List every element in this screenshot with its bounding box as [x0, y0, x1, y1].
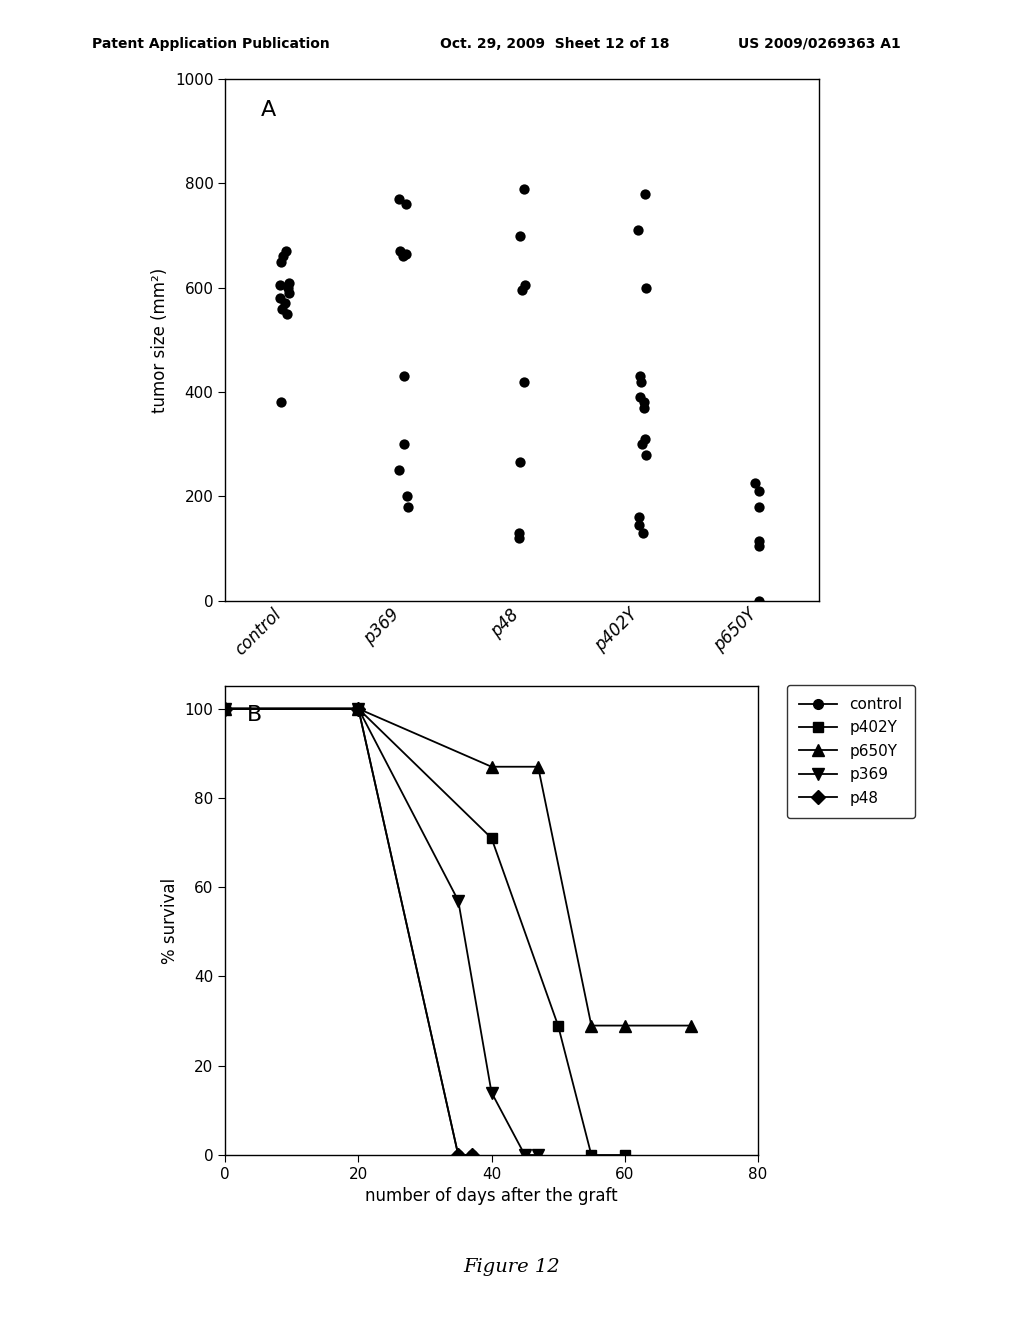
Point — [751, 590, 767, 611]
Point — [636, 392, 652, 413]
Text: Patent Application Publication: Patent Application Publication — [92, 37, 330, 51]
Line: control: control — [220, 704, 476, 1160]
Point — [397, 194, 414, 215]
p369 — [519, 1147, 531, 1163]
Point — [510, 523, 526, 544]
Point — [751, 536, 767, 557]
p369 — [219, 701, 231, 717]
p369 — [453, 892, 465, 908]
Point — [274, 298, 291, 319]
Y-axis label: % survival: % survival — [161, 878, 179, 964]
Point — [395, 246, 412, 267]
p650Y — [532, 759, 545, 775]
Point — [392, 240, 409, 261]
control — [453, 1147, 465, 1163]
Point — [398, 486, 415, 507]
Text: B: B — [247, 705, 262, 725]
Point — [271, 288, 288, 309]
Point — [512, 451, 528, 473]
Point — [748, 473, 764, 494]
Point — [272, 275, 289, 296]
p369 — [532, 1147, 545, 1163]
control — [465, 1147, 477, 1163]
Point — [273, 392, 290, 413]
Point — [279, 304, 295, 325]
p48 — [465, 1147, 477, 1163]
Point — [632, 366, 648, 387]
Point — [630, 220, 646, 242]
Point — [274, 246, 291, 267]
Point — [637, 429, 653, 450]
Point — [635, 397, 651, 418]
Point — [514, 280, 530, 301]
control — [219, 701, 231, 717]
p402Y — [219, 701, 231, 717]
Point — [281, 272, 297, 293]
Point — [638, 277, 654, 298]
p402Y — [586, 1147, 598, 1163]
Point — [399, 496, 416, 517]
Point — [276, 293, 293, 314]
Point — [273, 251, 290, 272]
Y-axis label: tumor size (mm²): tumor size (mm²) — [152, 267, 169, 413]
Point — [390, 459, 407, 480]
p650Y — [685, 1018, 697, 1034]
Text: US 2009/0269363 A1: US 2009/0269363 A1 — [738, 37, 901, 51]
p48 — [219, 701, 231, 717]
p48 — [352, 701, 365, 717]
p402Y — [552, 1018, 564, 1034]
Text: Figure 12: Figure 12 — [464, 1258, 560, 1276]
p650Y — [618, 1018, 631, 1034]
Point — [281, 282, 297, 304]
Point — [631, 515, 647, 536]
p650Y — [352, 701, 365, 717]
Line: p402Y: p402Y — [220, 704, 630, 1160]
Point — [633, 371, 649, 392]
Line: p48: p48 — [220, 704, 476, 1160]
Point — [516, 371, 532, 392]
Point — [751, 496, 767, 517]
Point — [281, 277, 297, 298]
X-axis label: number of days after the graft: number of days after the graft — [366, 1188, 617, 1205]
control — [352, 701, 365, 717]
p369 — [485, 1085, 498, 1101]
Point — [635, 523, 651, 544]
Text: Oct. 29, 2009  Sheet 12 of 18: Oct. 29, 2009 Sheet 12 of 18 — [440, 37, 670, 51]
Point — [517, 275, 534, 296]
p48 — [453, 1147, 465, 1163]
Text: A: A — [261, 100, 276, 120]
p650Y — [586, 1018, 598, 1034]
Point — [395, 433, 412, 454]
p650Y — [219, 701, 231, 717]
Point — [631, 507, 647, 528]
Point — [278, 240, 294, 261]
Point — [637, 183, 653, 205]
Point — [634, 433, 650, 454]
p402Y — [352, 701, 365, 717]
Line: p650Y: p650Y — [220, 704, 696, 1031]
Point — [512, 224, 528, 246]
Point — [397, 243, 414, 264]
p369 — [352, 701, 365, 717]
Point — [516, 178, 532, 199]
Point — [752, 480, 768, 502]
Point — [637, 444, 653, 465]
Point — [632, 387, 648, 408]
Line: p369: p369 — [220, 704, 544, 1160]
Point — [511, 528, 527, 549]
Legend: control, p402Y, p650Y, p369, p48: control, p402Y, p650Y, p369, p48 — [786, 685, 914, 817]
Point — [752, 531, 768, 552]
Point — [391, 189, 408, 210]
Point — [395, 366, 412, 387]
p402Y — [618, 1147, 631, 1163]
p650Y — [485, 759, 498, 775]
p402Y — [485, 830, 498, 846]
